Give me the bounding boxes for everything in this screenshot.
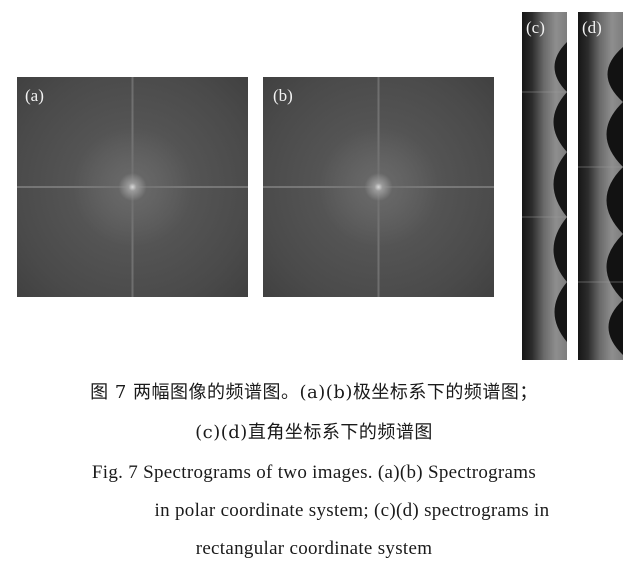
caption-en-line1: Fig. 7 Spectrograms of two images. (a)(b… [91,462,537,483]
caption-cn-line2: (c)(d)直角坐标系下的频谱图 [195,422,433,443]
panel-label-b: (b) [273,86,293,105]
spectrogram-strip-c: (c) [522,12,567,360]
panel-label-c: (c) [526,18,545,37]
panel-label-a: (a) [25,86,44,105]
caption-en-line2: in polar coordinate system; (c)(d) spect… [154,500,550,521]
strip-d-pattern [578,47,623,355]
spectrogram-panel-b: (b) [263,77,494,297]
panel-label-d: (d) [582,18,602,37]
strip-c-pattern [522,42,567,342]
caption-en-line3: rectangular coordinate system [195,538,433,559]
caption-cn-line1: 图 7 两幅图像的频谱图。(a)(b)极坐标系下的频谱图； [90,382,538,403]
spectrogram-strip-d: (d) [578,12,623,360]
spectrogram-panel-a: (a) [17,77,248,297]
